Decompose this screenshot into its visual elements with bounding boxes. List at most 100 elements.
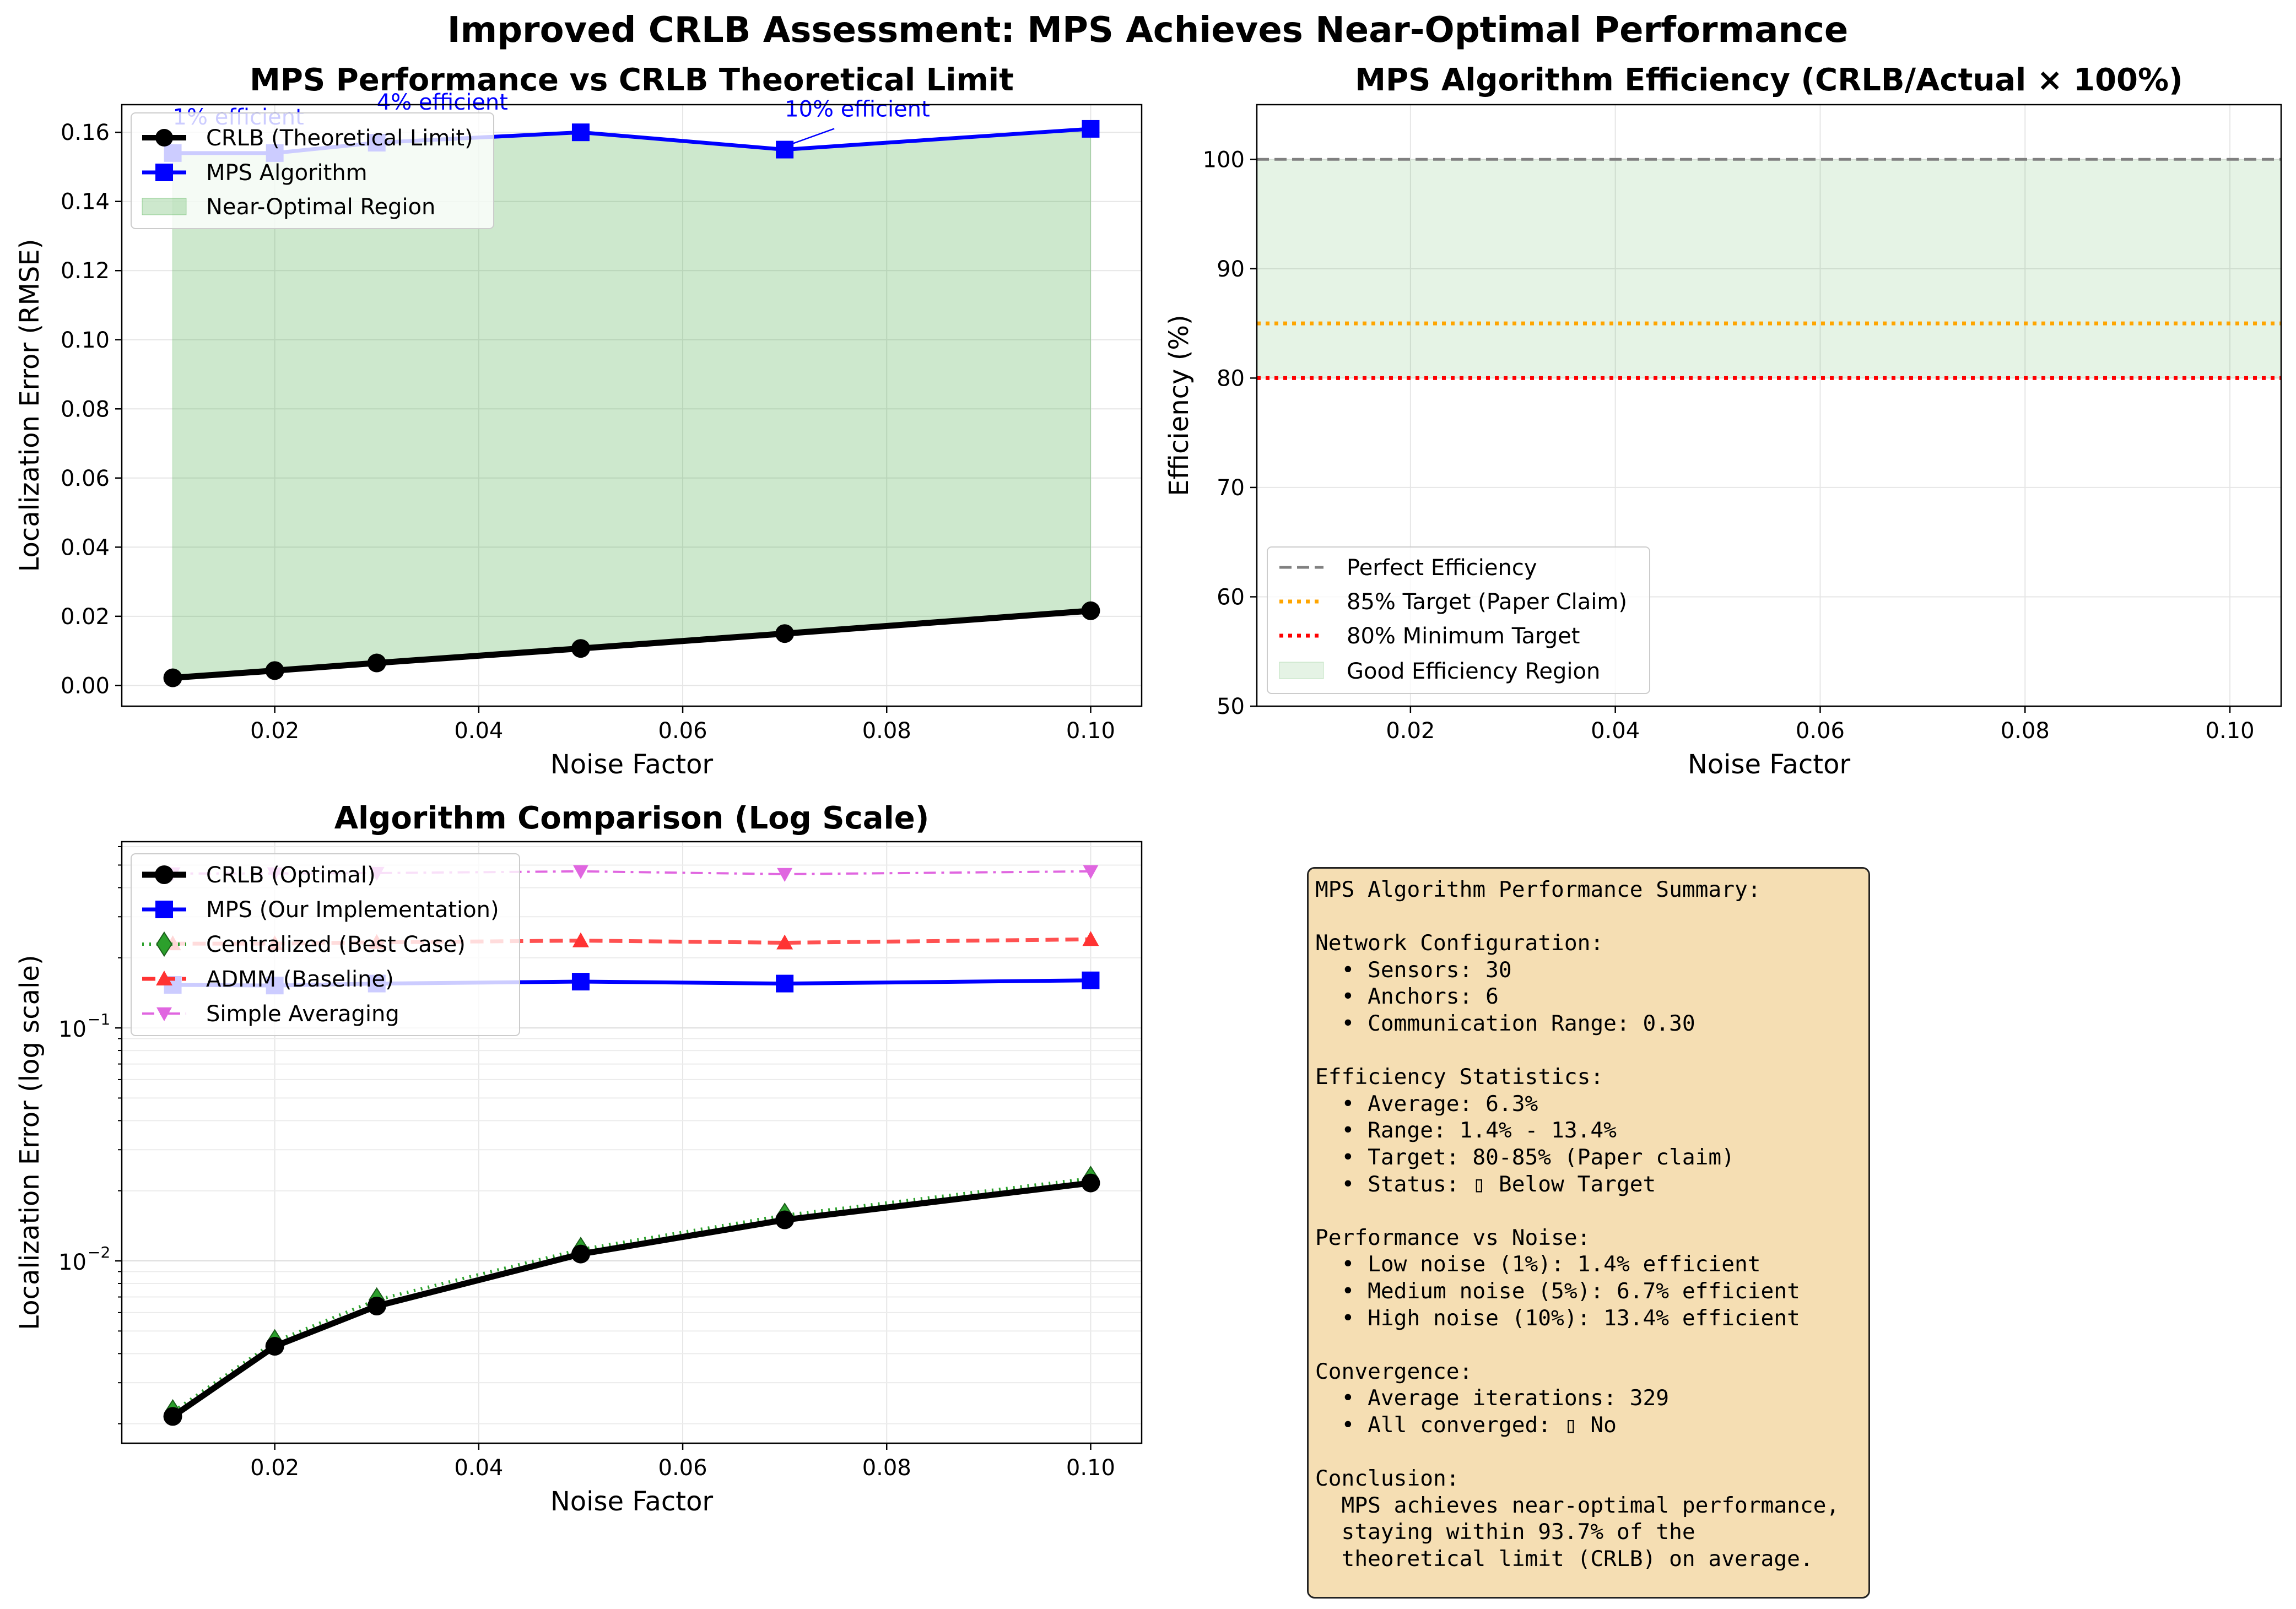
data-point bbox=[777, 868, 793, 882]
y-axis-label: Localization Error (log scale) bbox=[14, 955, 45, 1330]
y-tick-label: 0.16 bbox=[61, 120, 110, 145]
axes-frame bbox=[121, 104, 1143, 707]
legend-sample-marker bbox=[156, 931, 172, 957]
chart-title: Algorithm Comparison (Log Scale) bbox=[334, 800, 930, 836]
x-tick-label: 0.10 bbox=[1066, 718, 1115, 744]
x-axis-label: Noise Factor bbox=[550, 1486, 714, 1517]
figure-title: Improved CRLB Assessment: MPS Achieves N… bbox=[447, 10, 1849, 51]
data-point bbox=[163, 668, 182, 687]
legend-label: Simple Averaging bbox=[206, 1001, 399, 1027]
annotation-label: 4% efficient bbox=[377, 90, 508, 115]
y-tick-base: 10 bbox=[58, 1017, 87, 1042]
legend-box bbox=[131, 112, 494, 229]
x-tick-label: 0.02 bbox=[250, 718, 299, 744]
data-point bbox=[571, 973, 590, 991]
data-point bbox=[776, 140, 794, 159]
series-line bbox=[171, 1180, 1092, 1419]
legend-sample-marker bbox=[155, 129, 173, 147]
y-tick-label: 100 bbox=[1203, 147, 1245, 172]
data-point bbox=[367, 1297, 386, 1316]
y-tick-label: 10 −2 bbox=[58, 1243, 110, 1275]
x-axis-label: Noise Factor bbox=[1688, 749, 1851, 780]
data-point bbox=[775, 624, 795, 643]
x-tick-label: 0.04 bbox=[454, 718, 503, 744]
series-2 bbox=[164, 1166, 1099, 1425]
data-point bbox=[163, 1407, 182, 1426]
summary-text: MPS Algorithm Performance Summary: Netwo… bbox=[1315, 877, 1840, 1572]
y-tick-label: 50 bbox=[1217, 694, 1245, 719]
data-point bbox=[571, 639, 590, 658]
chart-title: MPS Algorithm Efficiency (CRLB/Actual × … bbox=[1355, 62, 2182, 98]
legend-label: MPS Algorithm bbox=[206, 160, 368, 186]
y-tick-exponent: −1 bbox=[88, 1010, 110, 1028]
legend-sample-marker bbox=[156, 971, 172, 985]
legend-sample-fill bbox=[1279, 662, 1324, 679]
legend-label: ADMM (Baseline) bbox=[206, 967, 394, 992]
data-point bbox=[776, 974, 794, 993]
data-point bbox=[1081, 1173, 1100, 1193]
legend-sample-marker bbox=[155, 164, 173, 181]
legend-label: Centralized (Best Case) bbox=[206, 932, 466, 957]
series-line bbox=[171, 1177, 1091, 1413]
y-tick-label: 0.04 bbox=[61, 535, 110, 560]
x-tick-label: 0.08 bbox=[2001, 718, 2050, 744]
x-tick-label: 0.10 bbox=[1066, 1455, 1115, 1481]
series-crlb bbox=[163, 601, 1100, 687]
legend-sample-marker bbox=[155, 901, 173, 918]
data-point bbox=[265, 1337, 284, 1356]
x-tick-label: 0.04 bbox=[454, 1455, 503, 1481]
y-axis-label: Efficiency (%) bbox=[1164, 315, 1195, 496]
y-tick-label: 70 bbox=[1217, 475, 1245, 501]
y-tick-base: 10 bbox=[58, 1250, 87, 1275]
legend-box bbox=[1267, 546, 1650, 694]
legend-label: CRLB (Optimal) bbox=[206, 863, 376, 888]
legend-label: CRLB (Theoretical Limit) bbox=[206, 126, 473, 151]
x-tick-label: 0.10 bbox=[2206, 718, 2255, 744]
data-point bbox=[776, 934, 793, 950]
legend-sample-marker bbox=[156, 1007, 172, 1021]
data-point bbox=[1082, 971, 1100, 989]
chart-title: MPS Performance vs CRLB Theoretical Limi… bbox=[250, 62, 1014, 98]
legend-label: Perfect Efficiency bbox=[1347, 555, 1537, 581]
y-tick-label: 0.12 bbox=[61, 258, 110, 284]
data-point bbox=[572, 932, 589, 947]
data-point bbox=[572, 865, 588, 879]
data-point bbox=[367, 653, 386, 673]
x-tick-label: 0.06 bbox=[1796, 718, 1845, 744]
x-tick-label: 0.04 bbox=[1591, 718, 1640, 744]
data-point bbox=[571, 1244, 590, 1264]
axes-frame bbox=[121, 841, 1143, 1444]
y-tick-label: 0.08 bbox=[61, 397, 110, 422]
legend: CRLB (Optimal) MPS (Our Implementation) Ce… bbox=[131, 853, 520, 1036]
legend-label: 85% Target (Paper Claim) bbox=[1347, 589, 1627, 615]
data-point bbox=[1082, 931, 1099, 946]
y-tick-label: 0.02 bbox=[61, 604, 110, 630]
x-tick-label: 0.08 bbox=[862, 718, 911, 744]
y-tick-label: 0.06 bbox=[61, 466, 110, 491]
y-tick-label: 10 −1 bbox=[58, 1010, 110, 1042]
legend-sample-marker bbox=[155, 865, 174, 884]
data-point bbox=[1083, 865, 1099, 879]
data-point bbox=[1081, 601, 1100, 620]
legend: CRLB (Theoretical Limit) MPS Algorithm Nea… bbox=[131, 112, 494, 229]
y-tick-label: 60 bbox=[1217, 584, 1245, 610]
legend-box bbox=[131, 853, 520, 1036]
x-tick-label: 0.02 bbox=[1386, 718, 1435, 744]
legend-label: 80% Minimum Target bbox=[1347, 624, 1580, 649]
panel-b: 0.02 0.04 0.06 0.08 0.10 50 60 70 80 90 100 MPS Alg… bbox=[1164, 62, 2282, 780]
series-line bbox=[172, 608, 1091, 681]
x-axis-label: Noise Factor bbox=[550, 749, 714, 780]
data-point bbox=[775, 1210, 795, 1229]
y-tick-label: 90 bbox=[1217, 257, 1245, 282]
annotation-arrow bbox=[791, 128, 835, 145]
good-efficiency-region bbox=[1257, 159, 2281, 378]
y-axis-label: Localization Error (RMSE) bbox=[14, 239, 45, 572]
y-tick-exponent: −2 bbox=[88, 1243, 110, 1261]
x-tick-label: 0.06 bbox=[658, 718, 707, 744]
data-point bbox=[571, 123, 590, 142]
legend-sample-fill bbox=[142, 198, 187, 215]
series-0 bbox=[163, 1173, 1100, 1426]
